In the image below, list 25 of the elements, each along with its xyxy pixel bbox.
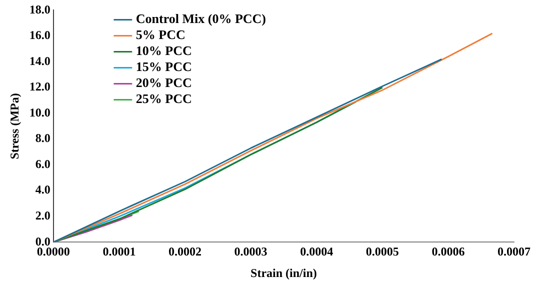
x-tick-label: 0.0001	[102, 244, 136, 258]
x-tick-label: 0.0007	[498, 244, 530, 258]
y-tick-label: 14.0	[29, 54, 50, 68]
y-tick-label: 8.0	[35, 131, 50, 146]
y-axis-title: Stress (MPa)	[7, 93, 22, 160]
y-tick-label: 2.0	[35, 208, 50, 223]
legend-label: 10% PCC	[136, 43, 192, 58]
x-tick-label: 0.0003	[234, 244, 268, 258]
x-tick-label: 0.0005	[366, 244, 399, 258]
legend-label: 15% PCC	[136, 59, 192, 74]
y-tick-label: 6.0	[35, 156, 50, 171]
y-tick-label: 18.0	[29, 2, 50, 16]
y-tick-label: 16.0	[29, 28, 50, 42]
x-tick-label: 0.0004	[300, 244, 334, 258]
y-tick-label: 10.0	[29, 105, 50, 120]
x-tick-label: 0.0006	[432, 244, 465, 258]
legend-label: 20% PCC	[136, 75, 192, 90]
legend-label: 25% PCC	[136, 91, 192, 106]
legend-label: Control Mix (0% PCC)	[136, 11, 266, 26]
legend-label: 5% PCC	[136, 27, 186, 42]
y-tick-label: 4.0	[35, 182, 50, 197]
y-tick-label: 12.0	[29, 80, 50, 94]
x-axis-title: Strain (in/in)	[250, 266, 317, 280]
y-tick-label: 0.0	[35, 234, 50, 248]
x-tick-label: 0.0002	[168, 244, 202, 258]
